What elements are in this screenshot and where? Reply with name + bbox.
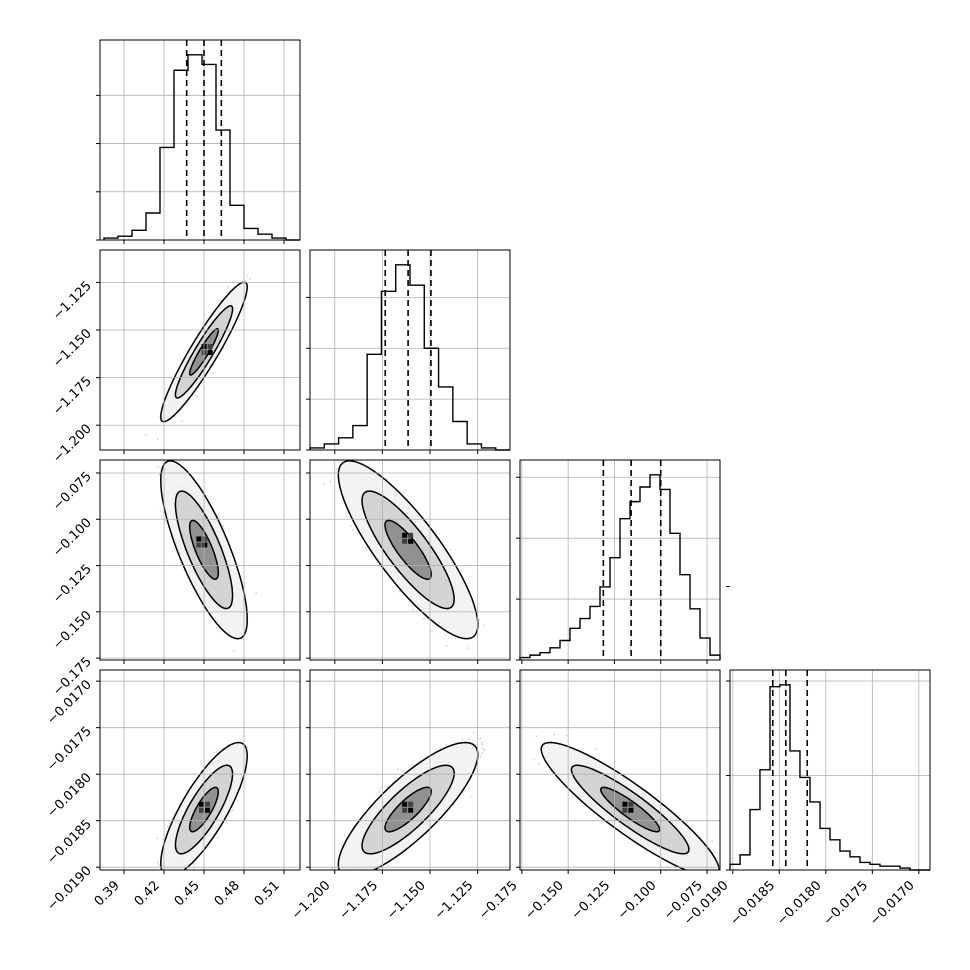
sample-point xyxy=(329,480,332,483)
histogram-step xyxy=(309,264,510,451)
y-tick-label: −0.150 xyxy=(50,608,95,653)
histogram-frame xyxy=(309,249,511,451)
y-tick-label: −1.175 xyxy=(50,374,95,419)
density-block xyxy=(402,538,408,544)
histogram-step xyxy=(729,684,930,871)
sample-point xyxy=(335,468,338,471)
density-block xyxy=(196,542,202,548)
sample-point xyxy=(144,434,147,437)
sample-point xyxy=(422,617,425,620)
x-tick-label: −0.0170 xyxy=(867,878,917,928)
sample-point xyxy=(323,482,326,485)
sample-point xyxy=(337,447,339,449)
sample-point xyxy=(156,466,159,468)
scatter-frame xyxy=(99,459,301,661)
density-block xyxy=(408,532,414,538)
histogram-frame xyxy=(729,669,931,871)
sample-point xyxy=(449,548,452,551)
sample-point xyxy=(445,644,448,647)
sample-point xyxy=(161,871,163,873)
histogram-step xyxy=(519,474,721,660)
sample-point xyxy=(159,510,162,513)
sample-point xyxy=(156,438,159,441)
density-block xyxy=(207,350,213,356)
sample-point xyxy=(178,871,180,873)
density-block xyxy=(202,536,208,542)
sample-point xyxy=(215,626,218,629)
scatter-group xyxy=(156,460,258,653)
sample-point xyxy=(158,473,161,476)
scatter-group xyxy=(323,447,485,650)
sample-point xyxy=(249,278,252,280)
scatter-frame xyxy=(99,249,301,451)
density-block xyxy=(196,536,202,542)
scatter-group xyxy=(144,274,252,441)
sample-point xyxy=(350,525,352,527)
density-block xyxy=(402,532,408,538)
scatter-group xyxy=(156,735,248,873)
sample-point xyxy=(346,515,349,518)
sample-point xyxy=(230,811,233,813)
sample-point xyxy=(483,624,485,627)
y-tick-label: −0.075 xyxy=(50,469,95,514)
sample-point xyxy=(467,647,470,650)
sample-point xyxy=(160,514,163,517)
sample-point xyxy=(236,800,239,803)
scatter-frame xyxy=(309,459,511,661)
sample-point xyxy=(411,609,414,611)
sample-point xyxy=(226,285,229,288)
y-tick-label: −1.125 xyxy=(50,279,95,324)
histogram-step xyxy=(103,54,300,241)
sample-point xyxy=(386,478,389,481)
x-tick-label: −0.0175 xyxy=(821,878,871,928)
y-tick-label: −0.125 xyxy=(50,562,95,607)
y-tick-label: −1.200 xyxy=(50,421,95,466)
sample-point xyxy=(398,590,401,593)
y-tick-label: −1.150 xyxy=(50,326,95,371)
sample-point xyxy=(222,525,224,528)
sample-point xyxy=(338,455,340,457)
sample-point xyxy=(167,826,170,828)
sample-point xyxy=(351,529,354,532)
density-block xyxy=(207,344,213,350)
histogram-frame xyxy=(99,39,301,241)
sample-point xyxy=(430,630,433,633)
sample-point xyxy=(158,416,160,419)
x-tick-label: −0.0180 xyxy=(774,878,824,928)
x-tick-label: −0.0185 xyxy=(728,878,778,928)
density-block xyxy=(202,542,208,548)
histogram-frame xyxy=(519,459,721,661)
sample-point xyxy=(246,274,249,277)
sample-point xyxy=(158,864,160,867)
sample-point xyxy=(195,394,198,397)
sample-point xyxy=(180,420,183,423)
sample-point xyxy=(231,809,234,812)
sample-point xyxy=(213,751,216,754)
y-tick-label: −0.100 xyxy=(50,515,95,560)
sample-point xyxy=(232,650,235,653)
density-block xyxy=(408,538,414,544)
sample-point xyxy=(255,592,258,594)
sample-point xyxy=(478,618,480,621)
